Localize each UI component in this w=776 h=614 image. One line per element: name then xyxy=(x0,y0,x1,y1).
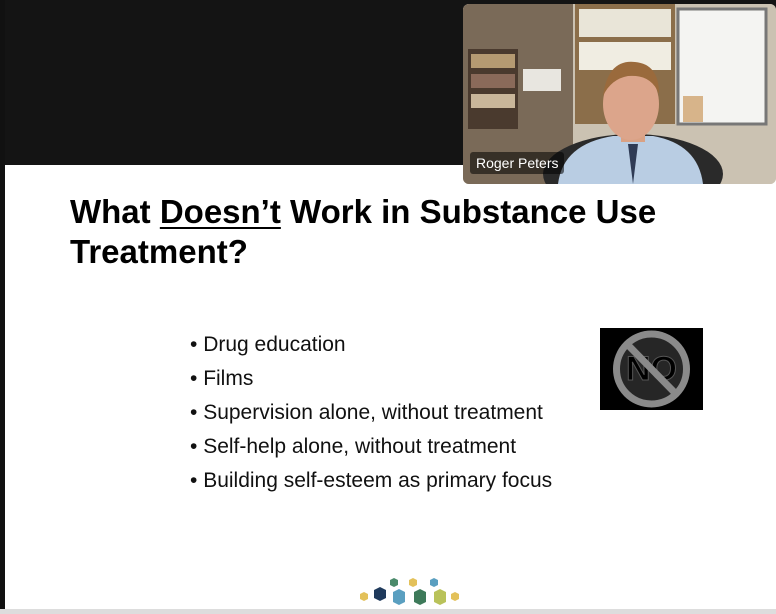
participant-name: Roger Peters xyxy=(470,152,564,174)
bullet-item: Drug education xyxy=(190,328,552,362)
zoom-window: Roger Peters What Doesn’t Work in Substa… xyxy=(0,0,776,614)
no-sign: NO xyxy=(600,328,703,410)
bullet-item: Films xyxy=(190,362,552,396)
bullet-item: Building self-esteem as primary focus xyxy=(190,464,552,498)
bullet-item: Supervision alone, without treatment xyxy=(190,396,552,430)
slide-title: What Doesn’t Work in Substance Use Treat… xyxy=(70,192,760,272)
title-emphasis: Doesn’t xyxy=(160,193,281,230)
window-edge xyxy=(0,0,5,614)
title-text: What xyxy=(70,193,160,230)
bullet-item: Self-help alone, without treatment xyxy=(190,430,552,464)
bullet-list: Drug educationFilmsSupervision alone, wi… xyxy=(190,328,552,498)
logo xyxy=(352,572,478,608)
window-edge xyxy=(0,609,776,614)
